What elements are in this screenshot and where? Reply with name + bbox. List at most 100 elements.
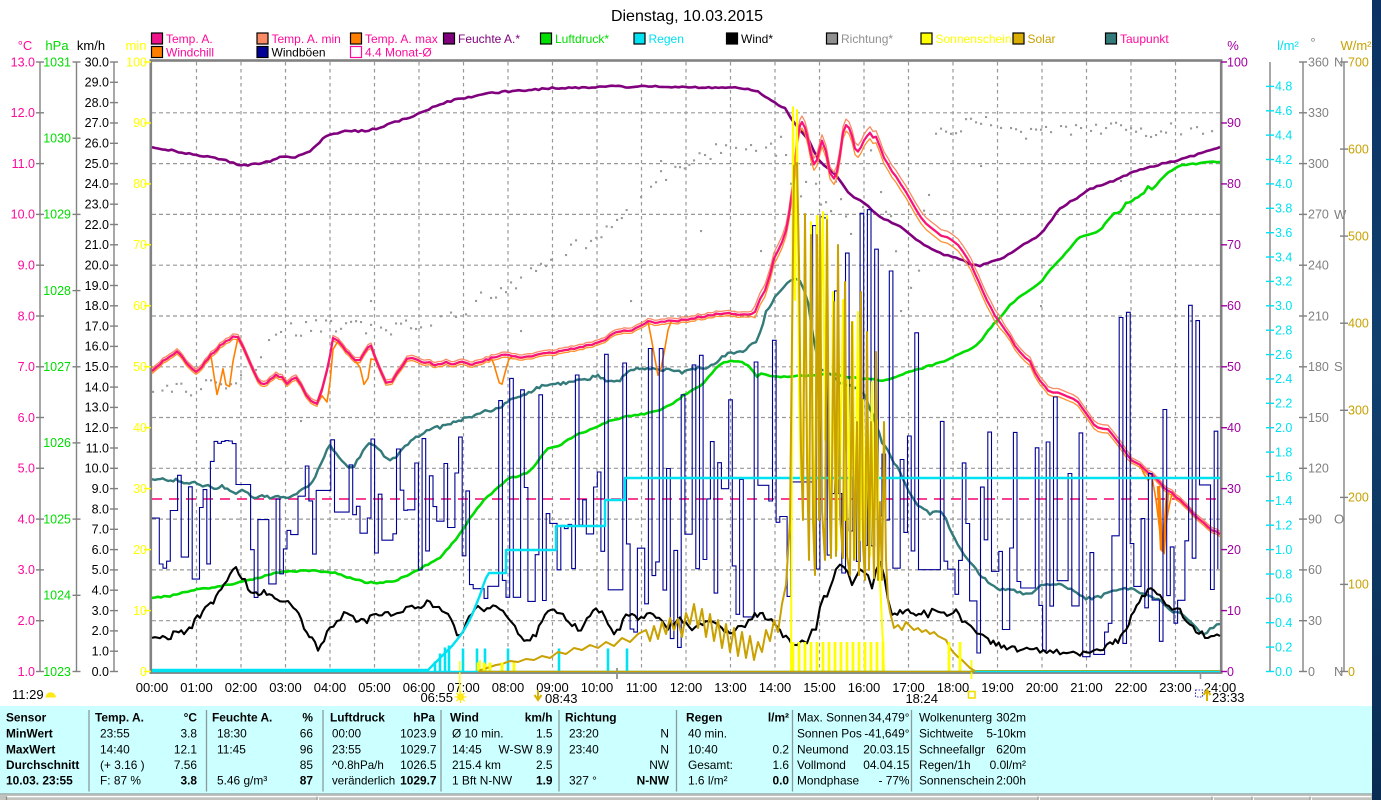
svg-text:87: 87 xyxy=(300,774,314,788)
svg-text:6.0: 6.0 xyxy=(18,411,35,425)
svg-text:3.0: 3.0 xyxy=(18,563,35,577)
svg-text:Temp. A. max: Temp. A. max xyxy=(365,32,438,46)
svg-text:240: 240 xyxy=(1308,259,1329,273)
svg-text:°C: °C xyxy=(184,711,198,725)
svg-text:300: 300 xyxy=(1308,157,1329,171)
svg-text:00:00: 00:00 xyxy=(332,728,361,741)
svg-text:03:00: 03:00 xyxy=(269,680,302,695)
svg-text:20:00: 20:00 xyxy=(1026,680,1059,695)
svg-text:60: 60 xyxy=(1308,563,1322,577)
svg-text:08:43: 08:43 xyxy=(545,691,578,706)
svg-text:05:00: 05:00 xyxy=(358,680,391,695)
svg-text:11:00: 11:00 xyxy=(626,680,658,695)
svg-text:18:00: 18:00 xyxy=(937,680,970,695)
svg-text:19:00: 19:00 xyxy=(981,680,1014,695)
svg-text:0: 0 xyxy=(1227,665,1234,679)
svg-text:- 77%: - 77% xyxy=(878,774,909,788)
svg-text:24:00: 24:00 xyxy=(1204,680,1237,695)
svg-text:1029: 1029 xyxy=(43,208,71,222)
svg-text:N: N xyxy=(1334,664,1343,679)
svg-text:700: 700 xyxy=(1348,55,1369,69)
svg-text:N: N xyxy=(660,743,669,757)
svg-text:20.0: 20.0 xyxy=(85,259,109,273)
svg-text:10.03. 23:55: 10.03. 23:55 xyxy=(6,774,73,788)
svg-text:302m: 302m xyxy=(996,711,1026,725)
svg-text:23:00: 23:00 xyxy=(1159,680,1192,695)
svg-text:200: 200 xyxy=(1348,491,1369,505)
svg-text:3.8: 3.8 xyxy=(1275,202,1292,216)
svg-text:1.4: 1.4 xyxy=(1275,494,1292,508)
svg-text:N: N xyxy=(1334,54,1343,69)
svg-text:22.0: 22.0 xyxy=(85,218,109,232)
svg-text:1023.9: 1023.9 xyxy=(400,727,437,741)
svg-text:2.2: 2.2 xyxy=(1275,397,1292,411)
svg-text:4.4 Monat-Ø: 4.4 Monat-Ø xyxy=(365,46,432,60)
svg-text:14:45: 14:45 xyxy=(452,743,482,757)
svg-text:30: 30 xyxy=(1227,482,1241,496)
svg-text:l/m²: l/m² xyxy=(768,711,789,725)
svg-text:Sensor: Sensor xyxy=(6,711,47,725)
svg-text:Regen: Regen xyxy=(686,711,722,725)
svg-text:23:20: 23:20 xyxy=(569,727,599,741)
svg-text:23:40: 23:40 xyxy=(569,743,599,757)
svg-text:Feuchte A.*: Feuchte A.* xyxy=(458,32,520,46)
svg-text:12.1: 12.1 xyxy=(174,743,198,757)
svg-text:Sonnenschein: Sonnenschein xyxy=(919,774,994,788)
svg-text:1.6 l/m²: 1.6 l/m² xyxy=(688,774,728,788)
svg-text:3.2: 3.2 xyxy=(1275,275,1292,289)
svg-text:1028: 1028 xyxy=(43,284,71,298)
svg-text:1.6: 1.6 xyxy=(1275,470,1292,484)
svg-text:07:00: 07:00 xyxy=(447,680,480,695)
svg-text:Regen: Regen xyxy=(649,32,684,46)
svg-text:15.0: 15.0 xyxy=(85,360,109,374)
svg-text:2.0: 2.0 xyxy=(18,614,35,628)
svg-text:04:00: 04:00 xyxy=(314,680,347,695)
svg-text:Vollmond: Vollmond xyxy=(797,758,846,772)
svg-text:Temp. A.: Temp. A. xyxy=(95,711,144,725)
svg-text:Sichtweite: Sichtweite xyxy=(919,727,974,741)
svg-text:20.03.15: 20.03.15 xyxy=(863,743,910,757)
svg-text:°C: °C xyxy=(18,38,33,53)
svg-text:120: 120 xyxy=(1308,462,1329,476)
svg-text:66: 66 xyxy=(300,727,314,741)
svg-text:26.0: 26.0 xyxy=(85,137,109,151)
svg-text:0.0l/m²: 0.0l/m² xyxy=(990,758,1026,772)
svg-text:Dienstag, 10.03.2015: Dienstag, 10.03.2015 xyxy=(611,8,763,25)
svg-text:Gesamt:: Gesamt: xyxy=(688,758,733,772)
svg-text:80: 80 xyxy=(133,177,147,191)
svg-text:4.4: 4.4 xyxy=(1275,128,1292,142)
svg-text:Sonnen Pos: Sonnen Pos xyxy=(797,727,862,741)
svg-text:1.0: 1.0 xyxy=(92,645,109,659)
svg-text:10:00: 10:00 xyxy=(581,680,614,695)
svg-text:17.0: 17.0 xyxy=(85,319,109,333)
svg-text:12:00: 12:00 xyxy=(670,680,703,695)
svg-text:Luftdruck: Luftdruck xyxy=(330,711,385,725)
svg-text:3.4: 3.4 xyxy=(1275,250,1292,264)
svg-text:7.0: 7.0 xyxy=(18,360,35,374)
svg-text:29.0: 29.0 xyxy=(85,76,109,90)
svg-text:08:00: 08:00 xyxy=(492,680,525,695)
svg-text:Solar: Solar xyxy=(1028,32,1056,46)
svg-text:90: 90 xyxy=(1308,512,1322,526)
svg-text:0.0: 0.0 xyxy=(92,665,109,679)
svg-text:00:00: 00:00 xyxy=(136,680,169,695)
svg-text:MaxWert: MaxWert xyxy=(6,743,55,757)
svg-text:km/h: km/h xyxy=(525,711,553,725)
svg-text:19.0: 19.0 xyxy=(85,279,109,293)
svg-text:7.0: 7.0 xyxy=(92,523,109,537)
svg-text:1026.5: 1026.5 xyxy=(400,758,437,772)
svg-text:4.6: 4.6 xyxy=(1275,104,1292,118)
svg-text:11:29: 11:29 xyxy=(12,687,44,702)
svg-text:1025: 1025 xyxy=(43,512,71,526)
svg-text:620m: 620m xyxy=(996,743,1026,757)
svg-text:28.0: 28.0 xyxy=(85,96,109,110)
svg-text:10:40: 10:40 xyxy=(688,743,718,757)
svg-text:2.4: 2.4 xyxy=(1275,372,1292,386)
svg-text:N: N xyxy=(660,727,669,741)
svg-text:Max. Sonnen: Max. Sonnen xyxy=(797,711,867,725)
svg-text:11.0: 11.0 xyxy=(12,157,35,171)
svg-text:215.4 km: 215.4 km xyxy=(452,758,501,772)
svg-text:8.0: 8.0 xyxy=(18,309,35,323)
svg-text:%: % xyxy=(302,711,313,725)
svg-text:Schneefallgr: Schneefallgr xyxy=(919,743,985,757)
